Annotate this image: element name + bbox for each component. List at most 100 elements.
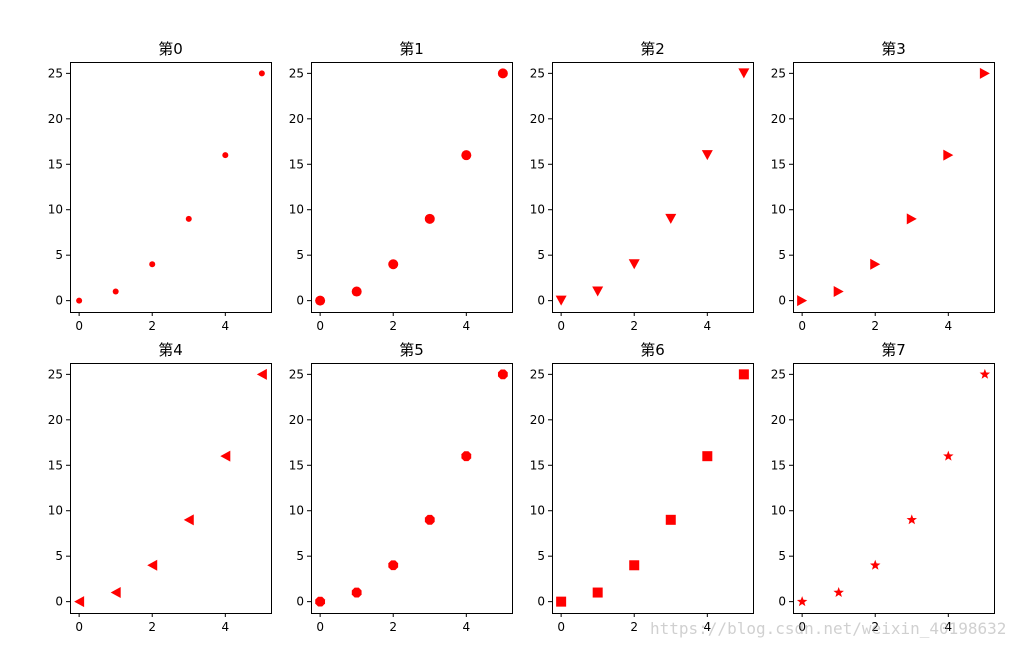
data-point <box>76 297 83 304</box>
x-tick-label: 0 <box>75 319 83 333</box>
y-tick-label: 20 <box>771 112 786 126</box>
y-tick-label: 20 <box>530 112 545 126</box>
data-point <box>943 450 954 461</box>
data-point <box>592 587 603 598</box>
subplot-title: 第0 <box>158 40 183 58</box>
axes-frame <box>70 62 272 313</box>
data-point <box>870 559 881 570</box>
subplot-title: 第5 <box>399 341 424 359</box>
y-tick-label: 20 <box>530 413 545 427</box>
y-tick-label: 10 <box>289 203 304 217</box>
x-tick-label: 0 <box>798 620 806 634</box>
x-tick-label: 4 <box>462 620 470 634</box>
axes-frame <box>311 363 513 614</box>
x-tick-label: 4 <box>944 319 952 333</box>
y-tick-label: 10 <box>48 504 63 518</box>
subplot-5: 第5 0 2 4 0 5 10 15 20 25 <box>289 341 513 634</box>
subplot-title: 第4 <box>158 341 183 359</box>
y-tick-label: 25 <box>48 66 63 80</box>
subplot-4: 第4 0 2 4 0 5 10 15 20 25 <box>48 341 272 634</box>
data-point <box>555 295 567 306</box>
y-tick-label: 15 <box>289 458 304 472</box>
y-tick-label: 10 <box>771 504 786 518</box>
axes-frame <box>793 62 995 313</box>
y-tick-label: 20 <box>48 413 63 427</box>
x-tick-label: 0 <box>798 319 806 333</box>
y-tick-label: 5 <box>296 248 304 262</box>
x-tick-label: 0 <box>557 620 565 634</box>
data-point <box>592 286 604 297</box>
data-point <box>979 368 991 379</box>
y-tick-label: 10 <box>530 203 545 217</box>
data-point <box>256 368 267 380</box>
x-tick-label: 2 <box>148 620 156 634</box>
y-tick-label: 0 <box>537 595 545 609</box>
y-tick-label: 25 <box>289 66 304 80</box>
data-point <box>220 450 231 462</box>
data-point <box>183 514 194 526</box>
x-tick-label: 0 <box>316 319 324 333</box>
data-point <box>979 67 990 79</box>
data-point <box>738 68 750 79</box>
data-point <box>147 559 158 571</box>
data-point <box>74 596 85 608</box>
y-tick-label: 20 <box>48 112 63 126</box>
data-point <box>906 514 917 525</box>
subplot-6: 第6 0 2 4 0 5 10 15 20 25 <box>530 341 754 634</box>
y-tick-label: 25 <box>48 367 63 381</box>
axes-frame <box>70 363 272 614</box>
data-point <box>702 451 713 462</box>
x-tick-label: 2 <box>630 620 638 634</box>
subplot-title: 第1 <box>399 40 424 58</box>
x-tick-label: 4 <box>221 319 229 333</box>
x-tick-label: 4 <box>703 319 711 333</box>
y-tick-label: 10 <box>289 504 304 518</box>
data-point <box>629 560 640 571</box>
x-tick-label: 4 <box>944 620 952 634</box>
y-tick-label: 0 <box>537 294 545 308</box>
data-point <box>497 68 508 79</box>
y-tick-label: 5 <box>296 549 304 563</box>
y-tick-label: 5 <box>778 549 786 563</box>
axes-frame <box>552 62 754 313</box>
x-tick-label: 2 <box>148 319 156 333</box>
x-tick-label: 2 <box>389 319 397 333</box>
subplot-title: 第7 <box>881 341 906 359</box>
data-point <box>149 261 156 268</box>
data-point <box>388 560 399 571</box>
x-tick-label: 4 <box>221 620 229 634</box>
y-tick-label: 0 <box>296 294 304 308</box>
axes-frame <box>793 363 995 614</box>
x-tick-label: 0 <box>75 620 83 634</box>
data-point <box>351 286 362 297</box>
data-point <box>665 514 676 525</box>
y-tick-label: 15 <box>530 157 545 171</box>
data-point <box>556 596 567 607</box>
y-tick-label: 20 <box>289 112 304 126</box>
data-point <box>388 259 399 270</box>
data-point <box>906 213 917 225</box>
data-point <box>424 514 435 525</box>
y-tick-label: 25 <box>771 66 786 80</box>
data-point <box>497 369 508 380</box>
data-point <box>461 150 472 161</box>
y-tick-label: 10 <box>530 504 545 518</box>
y-tick-label: 15 <box>530 458 545 472</box>
subplot-1: 第1 0 2 4 0 5 10 15 20 25 <box>289 40 513 333</box>
subplot-title: 第6 <box>640 341 665 359</box>
x-tick-label: 4 <box>703 620 711 634</box>
data-point <box>833 587 844 597</box>
data-point <box>351 587 362 598</box>
y-tick-label: 15 <box>48 458 63 472</box>
data-point <box>628 259 640 270</box>
y-tick-label: 15 <box>771 458 786 472</box>
subplot-title: 第3 <box>881 40 906 58</box>
y-tick-label: 10 <box>771 203 786 217</box>
y-tick-label: 25 <box>530 66 545 80</box>
y-tick-label: 0 <box>55 294 63 308</box>
axes-frame <box>552 363 754 614</box>
data-point <box>424 213 435 224</box>
y-tick-label: 25 <box>530 367 545 381</box>
subplot-2: 第2 0 2 4 0 5 10 15 20 25 <box>530 40 754 333</box>
